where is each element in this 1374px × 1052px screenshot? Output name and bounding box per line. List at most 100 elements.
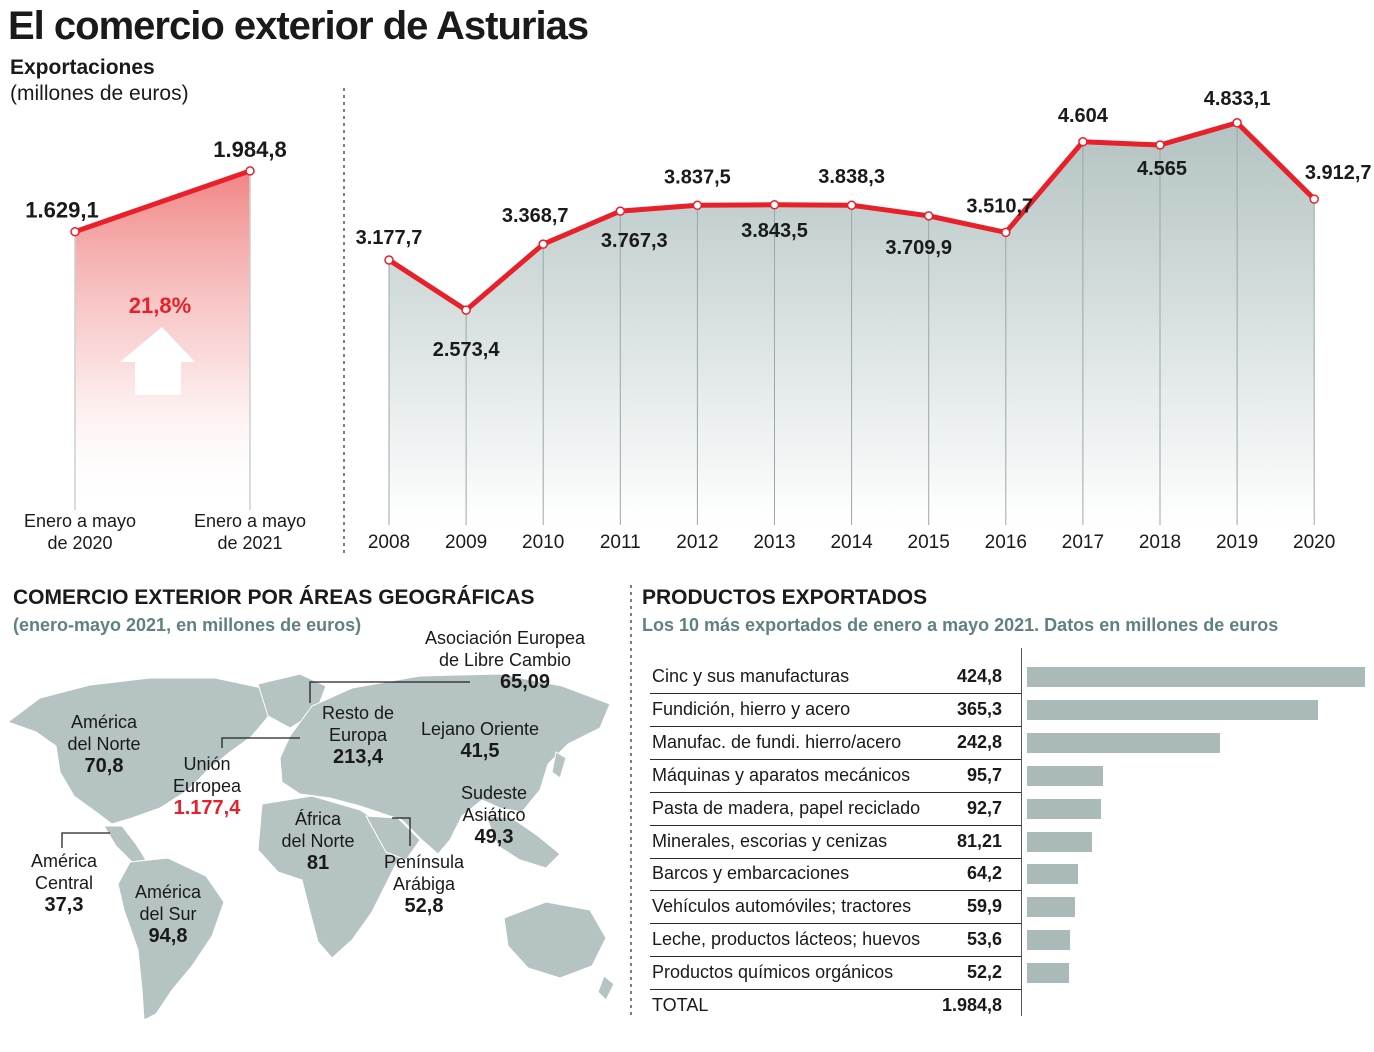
product-value: 64,2	[966, 863, 1002, 884]
north-america-shape	[6, 677, 273, 825]
leader-ue	[221, 737, 300, 748]
product-value: 365,3	[956, 698, 1002, 719]
label-central-america: América Central 37,3	[30, 851, 97, 916]
product-bar	[1027, 732, 1221, 753]
line-x-tick: 2018	[1139, 532, 1181, 553]
product-value: 242,8	[956, 731, 1002, 752]
line-x-tick: 2008	[368, 532, 410, 553]
line-value-label: 4.833,1	[1204, 88, 1271, 110]
subtitle-exports: Exportaciones	[10, 56, 155, 79]
product-bar	[1027, 765, 1104, 786]
product-value: 53,6	[966, 929, 1002, 950]
total-value: 1.984,8	[941, 995, 1002, 1015]
product-bar	[1027, 798, 1101, 819]
subtitle-units: (millones de euros)	[10, 82, 189, 105]
total-label: TOTAL	[652, 995, 709, 1015]
small-value-label: 1.984,8	[213, 137, 286, 162]
products-total-row: TOTAL 1.984,8	[650, 990, 1022, 1022]
line-point	[923, 211, 934, 221]
product-label: Vehículos automóviles; tractores	[652, 896, 912, 917]
small-x-label: Enero a mayo	[24, 511, 136, 531]
label-far-east: Lejano Oriente 41,5	[420, 719, 540, 762]
leader-peninsula	[392, 817, 411, 846]
product-label: Manufac. de fundi. hierro/acero	[652, 731, 902, 752]
line-value-label: 3.368,7	[502, 205, 569, 227]
product-bar	[1027, 831, 1092, 852]
product-row: Leche, productos lácteos; huevos 53,6	[650, 924, 1022, 958]
south-america-shape	[117, 857, 225, 1021]
product-value: 95,7	[966, 764, 1002, 785]
line-point	[1155, 140, 1165, 150]
product-value: 59,9	[966, 896, 1002, 917]
line-value-label: 3.510,7	[966, 195, 1033, 217]
line-chart: 3.177,7 2.573,4 3.368,7 3.767,3 3.837,5 3.843…	[356, 88, 1372, 553]
small-x-label: de 2020	[47, 533, 112, 553]
label-southeast-asia: Sudeste Asiático 49,3	[460, 783, 528, 848]
line-point	[1001, 227, 1011, 238]
line-x-tick: 2020	[1293, 532, 1335, 553]
product-bar	[1027, 667, 1365, 687]
line-x-tick: 2009	[445, 532, 487, 553]
product-bar	[1027, 930, 1070, 951]
label-eu: Unión Europea 1.177,4	[172, 754, 242, 819]
products-axis	[1021, 648, 1022, 1016]
product-label: Fundición, hierro y acero	[652, 698, 851, 719]
line-x-tick: 2010	[522, 532, 564, 553]
small-point	[245, 166, 255, 176]
product-label: Minerales, escorias y cenizas	[652, 830, 888, 851]
line-point	[615, 206, 626, 216]
product-value: 81,21	[956, 830, 1002, 851]
line-point	[769, 200, 780, 210]
line-x-tick: 2013	[753, 532, 795, 553]
label-aelc: Asociación Europea de Libre Cambio 65,09	[424, 628, 586, 693]
leader-aelc	[309, 681, 470, 703]
label-arabian-peninsula: Península Arábiga 52,8	[383, 852, 465, 917]
product-row: Minerales, escorias y cenizas 81,21	[650, 826, 1022, 859]
line-value-label: 2.573,4	[433, 339, 501, 361]
product-row: Vehículos automóviles; tractores 59,9	[650, 891, 1022, 925]
line-point	[1232, 118, 1242, 128]
products-title: PRODUCTOS EXPORTADOS	[642, 586, 928, 609]
line-value-label: 3.843,5	[741, 220, 808, 242]
product-row: Barcos y embarcaciones 64,2	[650, 858, 1022, 892]
line-point	[1309, 194, 1319, 204]
line-x-tick: 2019	[1216, 532, 1258, 553]
product-label: Barcos y embarcaciones	[652, 863, 850, 884]
small-x-label: de 2021	[217, 533, 282, 553]
new-zealand-shape	[597, 975, 615, 1001]
label-north-america: América del Norte 70,8	[67, 712, 141, 777]
product-row: Manufac. de fundi. hierro/acero 242,8	[650, 727, 1022, 760]
label-south-america: América del Sur 94,8	[134, 882, 201, 947]
label-rest-of-europe: Resto de Europa 213,4	[321, 703, 395, 768]
leader-america-central	[61, 832, 110, 848]
product-label: Máquinas y aparatos mecánicos	[652, 764, 911, 785]
product-row: Productos químicos orgánicos 52,2	[650, 957, 1022, 991]
line-point	[461, 305, 471, 315]
product-bar	[1027, 897, 1075, 918]
product-value: 92,7	[966, 797, 1002, 818]
product-row: Máquinas y aparatos mecánicos 95,7	[650, 760, 1022, 793]
product-bar	[1027, 864, 1079, 885]
line-x-tick: 2017	[1062, 532, 1104, 553]
product-label: Cinc y sus manufacturas	[652, 666, 850, 686]
line-point	[846, 200, 857, 210]
southeast-asia-shape	[485, 815, 561, 869]
line-x-tick: 2012	[676, 532, 718, 553]
small-series-line	[72, 168, 253, 235]
change-percent: 21,8%	[129, 293, 191, 318]
japan-shape	[551, 751, 567, 779]
product-label: Productos químicos orgánicos	[652, 962, 894, 983]
australia-shape	[503, 901, 607, 979]
small-value-label: 1.629,1	[25, 198, 98, 223]
line-x-tick: 2014	[830, 532, 873, 553]
line-value-label: 3.177,7	[356, 227, 423, 249]
line-point	[384, 255, 394, 265]
product-label: Leche, productos lácteos; huevos	[652, 929, 921, 950]
line-x-tick: 2016	[985, 532, 1027, 553]
page-title: El comercio exterior de Asturias	[8, 4, 589, 48]
line-value-label: 3.837,5	[664, 166, 731, 188]
product-row: Cinc y sus manufacturas 424,8	[650, 661, 1022, 694]
product-label: Pasta de madera, papel reciclado	[652, 797, 921, 818]
